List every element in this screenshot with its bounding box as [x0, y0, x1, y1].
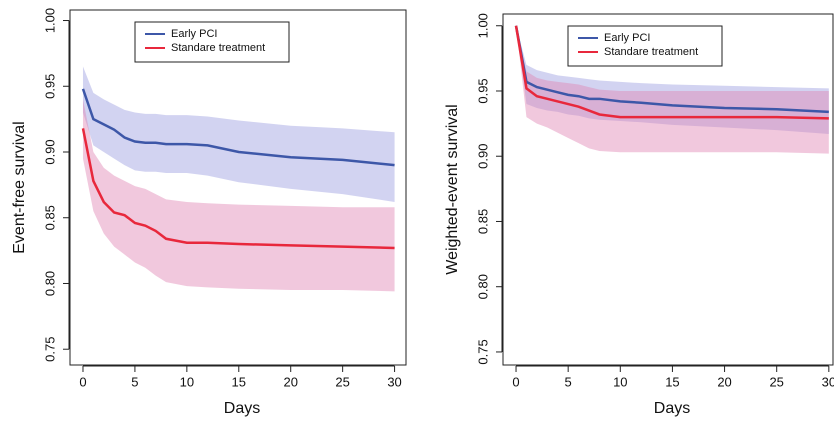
- x-tick-label: 20: [283, 374, 297, 389]
- survival-line: [514, 25, 829, 114]
- survival-line: [81, 88, 395, 167]
- y-tick-label: 0.80: [475, 274, 490, 299]
- y-tick-label: 1.00: [475, 13, 490, 38]
- y-tick-label: 0.75: [475, 339, 490, 364]
- confidence-band: [516, 25, 829, 135]
- legend-box: [567, 25, 723, 67]
- y-tick-label: 0.85: [475, 209, 490, 234]
- y-axis-label: Event-free survival: [11, 121, 28, 254]
- x-tick-label: 30: [387, 374, 401, 389]
- y-tick-label: 0.85: [42, 205, 57, 230]
- survival-line: [81, 128, 395, 250]
- confidence-band: [82, 66, 395, 202]
- x-tick-label: 5: [131, 374, 138, 389]
- x-tick-label: 15: [232, 374, 246, 389]
- x-tick-label: 25: [769, 374, 783, 389]
- x-tick-label: 10: [613, 374, 627, 389]
- x-tick-label: 0: [512, 374, 519, 389]
- y-tick-label: 0.90: [475, 144, 490, 169]
- x-tick-label: 15: [665, 374, 679, 389]
- confidence-band: [516, 25, 829, 154]
- y-axis-label: Weighted-event survival: [444, 104, 461, 274]
- legend-box: [134, 21, 290, 63]
- y-tick-label: 1.00: [42, 8, 57, 33]
- legend-label: Standare treatment: [171, 42, 265, 54]
- x-axis-label: Days: [654, 400, 690, 417]
- y-tick-label: 0.95: [475, 78, 490, 103]
- x-tick-label: 5: [565, 374, 572, 389]
- x-tick-label: 25: [335, 374, 349, 389]
- plot-frame: [502, 13, 834, 366]
- x-tick-label: 0: [79, 374, 86, 389]
- confidence-band: [82, 99, 395, 292]
- y-tick-label: 0.90: [42, 139, 57, 164]
- legend: Early PCI Standare treatment: [134, 21, 290, 63]
- x-tick-label: 10: [180, 374, 194, 389]
- y-tick-label: 0.75: [42, 337, 57, 362]
- panel: 0 5 10 15 20 25 30 0.75 0.80 0.85 0.90 0.95 1.00 Days…: [444, 13, 834, 417]
- x-tick-label: 20: [717, 374, 731, 389]
- panel: 0 5 10 15 20 25 30 0.75 0.80 0.85 0.90 0.95 1.00 Days…: [11, 8, 407, 417]
- x-tick-label: 30: [822, 374, 834, 389]
- legend-label: Early PCI: [171, 28, 217, 40]
- y-tick-label: 0.95: [42, 74, 57, 99]
- plot-frame: [69, 9, 407, 366]
- legend: Early PCI Standare treatment: [567, 25, 723, 67]
- legend-label: Early PCI: [604, 32, 650, 44]
- legend-label: Standare treatment: [604, 46, 698, 58]
- survival-line: [514, 25, 829, 120]
- x-axis-label: Days: [224, 400, 260, 417]
- y-tick-label: 0.80: [42, 271, 57, 296]
